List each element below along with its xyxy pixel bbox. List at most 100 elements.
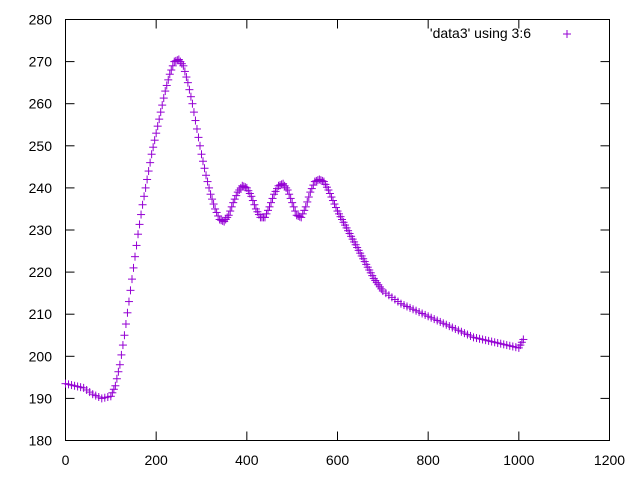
data-point <box>372 278 381 287</box>
data-point <box>185 85 194 94</box>
data-point <box>328 196 337 205</box>
axis-ticks <box>65 19 610 441</box>
data-point <box>162 81 171 90</box>
data-point <box>126 286 135 295</box>
data-point <box>137 210 146 219</box>
data-point <box>377 284 386 293</box>
data-point <box>183 78 192 87</box>
data-point <box>330 200 339 209</box>
data-point <box>114 367 123 376</box>
data-point <box>519 335 528 344</box>
data-point <box>286 194 295 203</box>
data-point <box>121 320 130 329</box>
data-point <box>303 197 312 206</box>
legend-marker-plus <box>563 30 571 38</box>
data-point <box>306 188 315 197</box>
data-point <box>248 196 257 205</box>
data-point <box>265 202 274 211</box>
data-point <box>180 67 189 76</box>
data-point <box>155 115 164 124</box>
data-point <box>177 59 186 68</box>
data-point <box>111 381 120 390</box>
data-point <box>268 194 277 203</box>
data-point <box>369 274 378 283</box>
data-point <box>280 181 289 190</box>
data-point <box>247 192 256 201</box>
y-tick-label: 280 <box>29 12 53 28</box>
data-point <box>300 206 309 215</box>
data-point <box>129 263 138 272</box>
x-tick-label: 1000 <box>503 452 534 468</box>
data-point <box>220 217 229 226</box>
x-axis-tick-labels: 0 200 400 600 800 1000 1200 <box>62 452 626 468</box>
data-point <box>279 179 288 188</box>
data-point <box>208 195 217 204</box>
data-point <box>112 374 121 383</box>
y-tick-label: 200 <box>29 348 53 364</box>
data-point <box>206 190 215 199</box>
x-tick-label: 200 <box>144 452 168 468</box>
x-tick-label: 800 <box>416 452 440 468</box>
data-point <box>202 171 211 180</box>
y-tick-label: 190 <box>29 390 53 406</box>
data-point <box>327 193 336 202</box>
data-point <box>176 57 185 66</box>
data-point <box>189 108 198 117</box>
data-point <box>174 55 183 64</box>
data-point <box>135 220 144 229</box>
data-point <box>283 186 292 195</box>
data-point <box>194 133 203 142</box>
y-tick-label: 240 <box>29 180 53 196</box>
data-point <box>168 61 177 70</box>
x-tick-label: 400 <box>235 452 259 468</box>
data-point <box>146 158 155 167</box>
y-tick-label: 210 <box>29 306 53 322</box>
data-point <box>260 213 269 222</box>
plot-area-frame <box>65 19 610 441</box>
data-point <box>159 94 168 103</box>
data-point <box>291 207 300 216</box>
data-point <box>158 101 167 110</box>
data-point <box>156 108 165 117</box>
data-point <box>197 150 206 159</box>
data-point <box>227 202 236 211</box>
data-point <box>120 331 129 340</box>
data-point <box>147 150 156 159</box>
data-point <box>115 360 124 369</box>
data-point <box>132 241 141 250</box>
data-point <box>191 116 200 125</box>
data-point <box>188 99 197 108</box>
data-point <box>224 211 233 220</box>
y-tick-label: 270 <box>29 54 53 70</box>
y-tick-label: 250 <box>29 138 53 154</box>
data-point <box>298 209 307 218</box>
data-point <box>123 308 132 317</box>
x-tick-label: 600 <box>326 452 350 468</box>
data-point <box>301 202 310 211</box>
data-point <box>138 200 147 209</box>
data-point <box>289 202 298 211</box>
data-point <box>331 203 340 212</box>
data-point <box>106 392 115 401</box>
data-point <box>149 143 158 152</box>
data-point <box>233 188 242 197</box>
data-series <box>61 55 528 403</box>
data-point <box>304 193 313 202</box>
y-tick-label: 220 <box>29 264 53 280</box>
data-point <box>134 230 143 239</box>
data-point <box>118 341 127 350</box>
data-point <box>186 92 195 101</box>
data-point <box>140 192 149 201</box>
data-point <box>117 350 126 359</box>
data-point <box>164 75 173 84</box>
data-point <box>325 189 334 198</box>
data-point <box>250 200 259 209</box>
y-tick-label: 230 <box>29 222 53 238</box>
data-point <box>214 211 223 220</box>
data-point <box>235 186 244 195</box>
data-point <box>153 122 162 131</box>
data-point <box>232 191 241 200</box>
data-point <box>226 207 235 216</box>
data-point <box>131 252 140 261</box>
data-point <box>124 297 133 306</box>
